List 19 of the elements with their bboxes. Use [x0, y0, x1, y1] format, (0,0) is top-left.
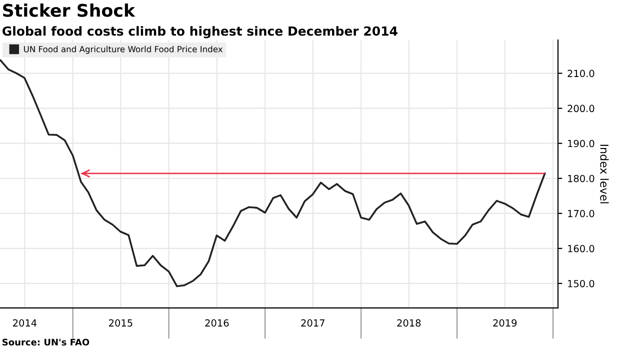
x-tick-label: 2018 [397, 319, 421, 327]
x-tick-label: 2019 [493, 319, 517, 327]
legend-label: UN Food and Agriculture World Food Price Index [24, 46, 223, 54]
line-series [0, 59, 546, 288]
x-tick-label: 2014 [13, 319, 37, 327]
chart-subtitle: Global food costs climb to highest since December 2014 [2, 26, 398, 38]
x-tick-label: 2015 [109, 319, 132, 327]
y-tick-label: 180.0 [568, 174, 594, 182]
y-tick-label: 210.0 [568, 70, 594, 78]
chart-title: Sticker Shock [3, 3, 136, 17]
y-tick-label: 150.0 [568, 280, 594, 288]
y-tick-label: 200.0 [568, 104, 594, 112]
source-note: Source: UN's FAO [2, 338, 90, 346]
y-axis-title: Index level [600, 144, 609, 204]
x-tick-label: 2016 [205, 319, 229, 327]
y-tick-label: 160.0 [568, 244, 594, 252]
y-tick-label: 170.0 [568, 210, 594, 218]
y-tick-label: 190.0 [568, 140, 594, 148]
x-tick-label: 2017 [301, 319, 324, 327]
